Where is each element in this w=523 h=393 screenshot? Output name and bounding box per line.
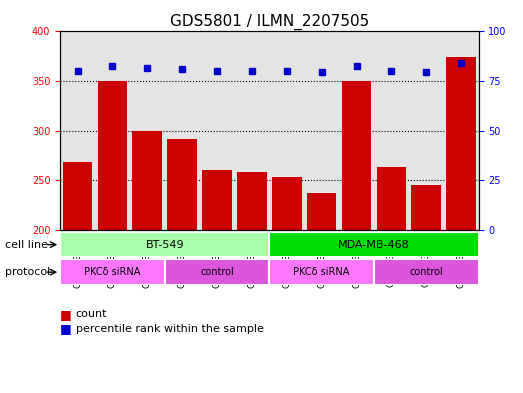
Title: GDS5801 / ILMN_2207505: GDS5801 / ILMN_2207505 <box>170 14 369 30</box>
Bar <box>165 31 200 230</box>
Bar <box>307 193 336 230</box>
Bar <box>409 31 444 230</box>
Bar <box>60 232 269 257</box>
Bar <box>234 31 269 230</box>
Text: BT-549: BT-549 <box>145 240 184 250</box>
Bar <box>412 185 441 230</box>
Bar <box>269 232 479 257</box>
Text: count: count <box>76 309 107 320</box>
Bar <box>165 259 269 285</box>
Bar <box>202 171 232 230</box>
Bar <box>304 31 339 230</box>
Text: control: control <box>200 267 234 277</box>
Text: MDA-MB-468: MDA-MB-468 <box>338 240 410 250</box>
Bar <box>60 259 165 285</box>
Bar <box>269 259 374 285</box>
Bar <box>339 31 374 230</box>
Text: ■: ■ <box>60 322 72 336</box>
Text: control: control <box>410 267 443 277</box>
Bar <box>377 167 406 230</box>
Text: PKCδ siRNA: PKCδ siRNA <box>84 267 141 277</box>
Bar <box>98 81 127 230</box>
Bar <box>269 31 304 230</box>
Bar <box>167 139 197 230</box>
Text: protocol: protocol <box>5 267 51 277</box>
Bar <box>132 130 162 230</box>
Text: cell line: cell line <box>5 240 48 250</box>
Text: PKCδ siRNA: PKCδ siRNA <box>293 267 350 277</box>
Bar <box>63 162 93 230</box>
Bar <box>374 31 409 230</box>
Bar <box>446 57 476 230</box>
Bar <box>200 31 234 230</box>
Bar <box>444 31 479 230</box>
Bar <box>95 31 130 230</box>
Bar <box>237 173 267 230</box>
Bar <box>60 31 95 230</box>
Text: percentile rank within the sample: percentile rank within the sample <box>76 324 264 334</box>
Bar <box>374 259 479 285</box>
Bar <box>342 81 371 230</box>
Text: ■: ■ <box>60 308 72 321</box>
Bar <box>130 31 165 230</box>
Bar <box>272 177 302 230</box>
